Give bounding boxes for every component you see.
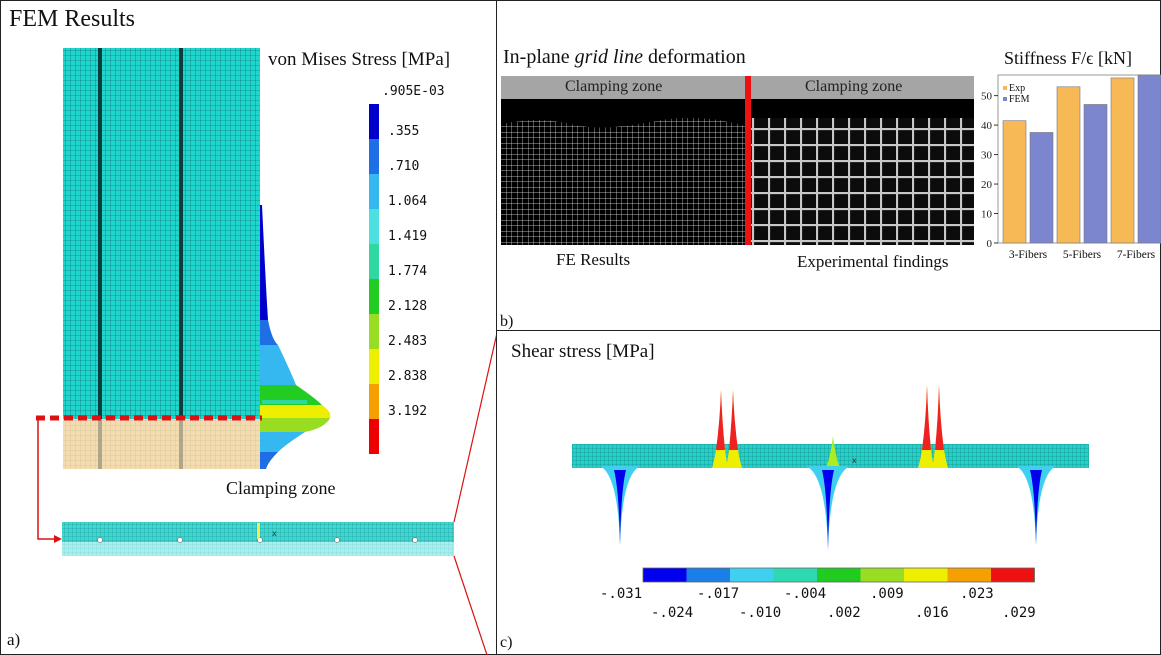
panel-c-title: Shear stress [MPa] xyxy=(511,341,655,362)
legend-level-label: 1.419 xyxy=(388,229,428,244)
shear-label-top: .009 xyxy=(870,586,904,602)
subfigure-b-label: b) xyxy=(500,313,514,330)
shear-label-top: .023 xyxy=(960,586,994,602)
stiffness-chart-title: Stiffness F/ϵ [kN] xyxy=(1004,48,1132,68)
bar-fem-5-fibers xyxy=(1083,104,1108,244)
panel-b-title-suffix: deformation xyxy=(642,46,746,68)
experimental-grid-region xyxy=(751,118,974,245)
von-mises-colorbar xyxy=(369,104,379,454)
shear-colorbar xyxy=(642,567,1035,583)
shear-color-swatch xyxy=(817,568,861,582)
y-tick-label: 0 xyxy=(987,238,993,250)
y-tick-label: 40 xyxy=(981,120,993,132)
legend-swatch xyxy=(369,279,379,314)
shear-color-swatch xyxy=(730,568,774,582)
panel-b-title: In-plane grid line deformation xyxy=(503,46,746,69)
legend-level-label: 2.128 xyxy=(388,299,428,314)
legend-swatch xyxy=(369,314,379,349)
shear-peaks-positive xyxy=(712,385,948,468)
y-tick-label: 30 xyxy=(981,150,993,162)
shear-troughs-negative xyxy=(600,466,1056,550)
clamping-zone-label-right: Clamping zone xyxy=(805,78,903,95)
arrow-head xyxy=(54,535,62,543)
x-category-label: 7-Fibers xyxy=(1117,249,1156,261)
panel-b-title-prefix: In-plane xyxy=(503,46,575,68)
legend-swatch xyxy=(369,384,379,419)
legend-swatch xyxy=(369,139,379,174)
shear-label-bottom: -.010 xyxy=(739,605,782,621)
panel-b-title-italic: grid line xyxy=(574,46,643,68)
x-category-label: 5-Fibers xyxy=(1063,249,1102,261)
legend-level-label: .710 xyxy=(388,159,420,174)
legend-level-label: .905E-03 xyxy=(382,84,445,99)
mesh-region xyxy=(63,48,260,419)
y-tick-label: 20 xyxy=(981,179,993,191)
shear-label-bottom: .016 xyxy=(915,605,949,621)
fe-grid-region xyxy=(501,117,745,245)
subfigure-c-label: c) xyxy=(500,634,513,651)
panel-a-figure: x xyxy=(36,48,497,655)
fe-results-label: FE Results xyxy=(556,250,631,269)
shear-label-bottom: -.024 xyxy=(651,605,694,621)
shear-color-swatch xyxy=(904,568,948,582)
shear-label-bottom: .029 xyxy=(1002,605,1036,621)
svg-text:x: x xyxy=(272,529,277,538)
shear-color-swatch xyxy=(686,568,730,582)
legend-swatch xyxy=(369,419,379,454)
shear-color-swatch xyxy=(947,568,991,582)
bar-fem-3-fibers xyxy=(1029,132,1054,244)
legend-swatch xyxy=(369,174,379,209)
x-category-label: 3-Fibers xyxy=(1009,249,1048,261)
legend-level-label: 2.838 xyxy=(388,369,428,384)
legend-level-label: 2.483 xyxy=(388,334,428,349)
clamping-zone-label: Clamping zone xyxy=(226,478,336,498)
shear-label-top: -.017 xyxy=(697,586,740,602)
legend-level-label: 1.064 xyxy=(388,194,428,209)
shear-color-swatch xyxy=(773,568,817,582)
experimental-findings-label: Experimental findings xyxy=(797,252,949,271)
clamping-zone-label-left: Clamping zone xyxy=(565,78,663,95)
legend-marker xyxy=(1003,97,1007,101)
y-tick-label: 10 xyxy=(981,209,993,221)
bar-exp-3-fibers xyxy=(1002,120,1027,244)
bar-exp-7-fibers xyxy=(1110,77,1135,244)
bar-exp-5-fibers xyxy=(1056,86,1081,244)
legend-entry-fem: FEM xyxy=(1009,94,1030,105)
shear-label-top: -.031 xyxy=(600,586,643,602)
shear-color-swatch xyxy=(860,568,904,582)
von-mises-legend-title: von Mises Stress [MPa] xyxy=(268,49,451,70)
legend-level-label: 1.774 xyxy=(388,264,428,279)
stress-distribution-curve xyxy=(260,205,331,469)
bar-fem-7-fibers xyxy=(1137,74,1161,244)
stiffness-bar-chart: 0 10 20 30 40 50 3-Fibers 5-Fibers 7-Fibers ExpFE… xyxy=(981,74,1161,261)
legend-level-label: 3.192 xyxy=(388,404,428,419)
subfigure-a-label: a) xyxy=(7,630,21,649)
y-tick-label: 50 xyxy=(981,91,993,103)
svg-text:x: x xyxy=(852,456,857,465)
legend-level-label: .355 xyxy=(388,124,420,139)
legend-entry-exp: Exp xyxy=(1009,83,1025,94)
legend-marker xyxy=(1003,86,1007,90)
legend-swatch xyxy=(369,209,379,244)
legend-swatch xyxy=(369,244,379,279)
shear-color-swatch xyxy=(991,568,1035,582)
clamping-zone-mesh xyxy=(63,419,260,469)
shear-label-top: -.004 xyxy=(784,586,827,602)
legend-swatch xyxy=(369,104,379,139)
grid-deformation-figure xyxy=(501,76,974,245)
shear-color-swatch xyxy=(643,568,687,582)
panel-a-title: FEM Results xyxy=(9,6,136,32)
legend-swatch xyxy=(369,349,379,384)
shear-label-bottom: .002 xyxy=(827,605,861,621)
